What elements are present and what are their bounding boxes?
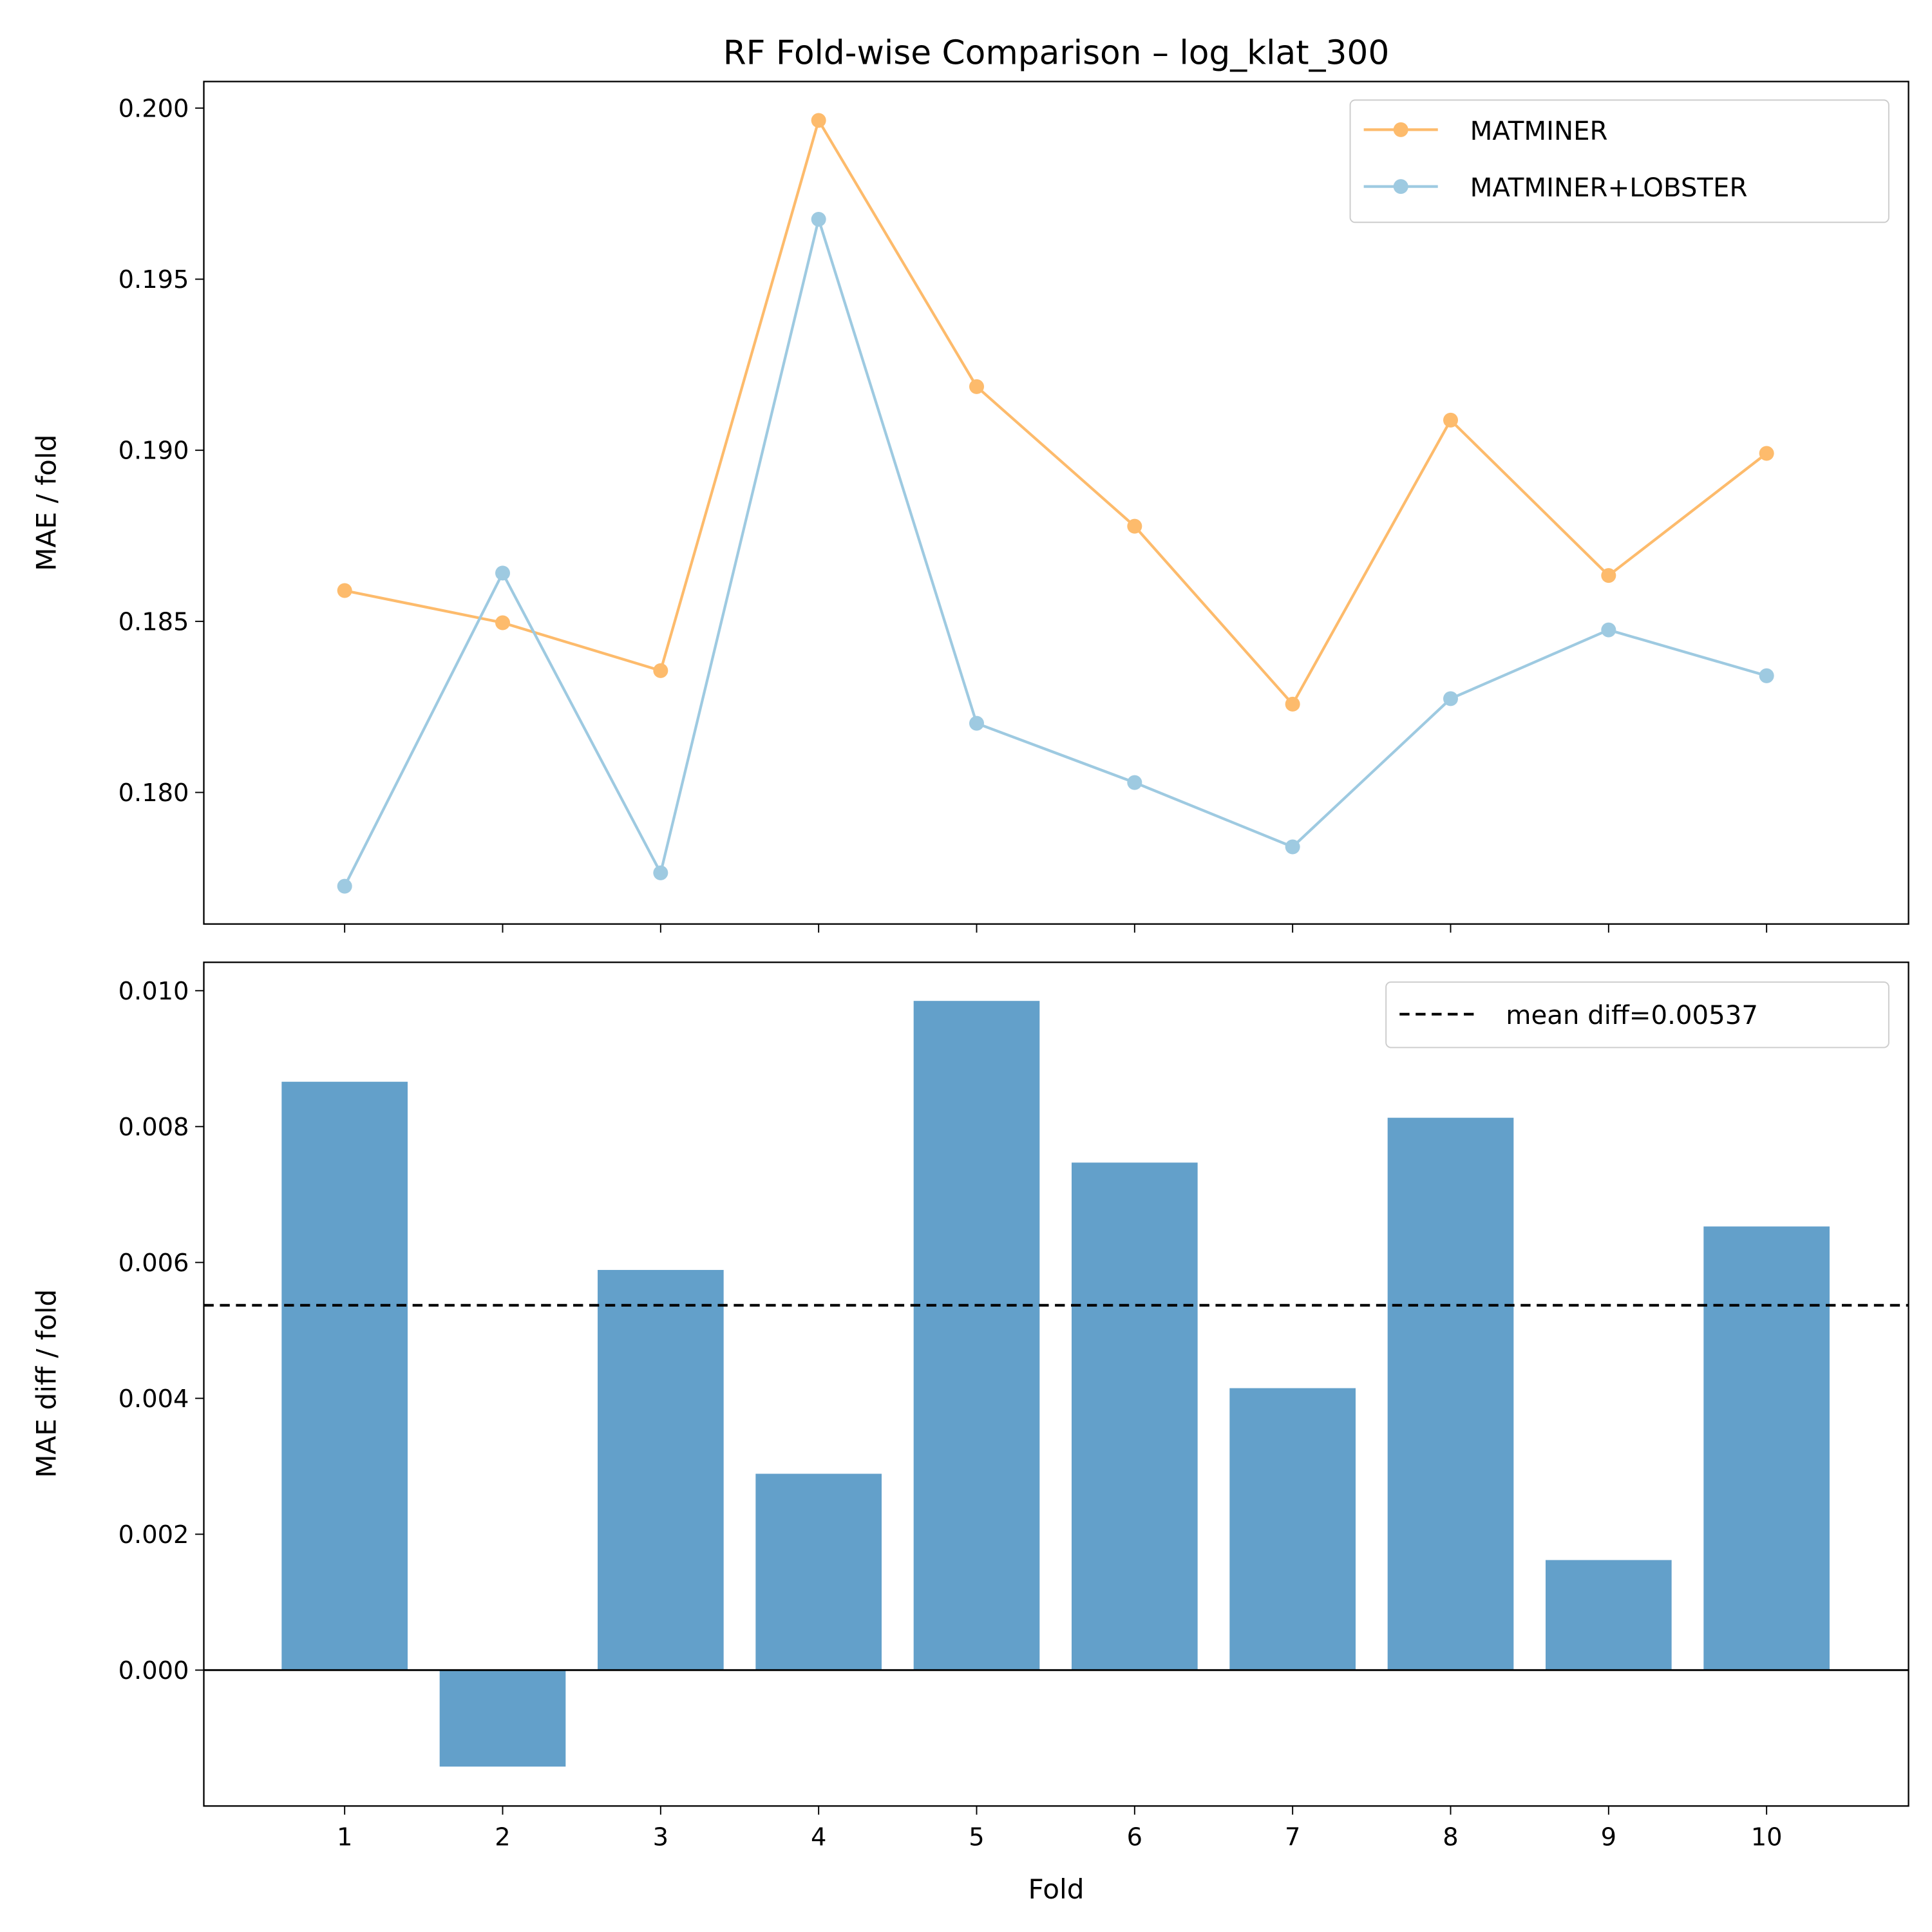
x-tick-label: 7	[1285, 1823, 1300, 1852]
bar-fold-2	[439, 1670, 566, 1767]
data-point	[1285, 839, 1300, 855]
data-point	[653, 663, 668, 678]
bar-fold-5	[913, 1001, 1040, 1671]
bottom-y-axis-label: MAE diff / fold	[30, 1289, 62, 1478]
legend-box	[1385, 981, 1889, 1048]
x-tick-label: 2	[495, 1823, 510, 1852]
x-tick-label: 3	[653, 1823, 668, 1852]
legend-label: MATMINER+LOBSTER	[1470, 173, 1748, 203]
legend-box	[1349, 99, 1889, 223]
data-point	[337, 878, 352, 894]
bottom-axes-frame	[203, 961, 1909, 1807]
x-tick-label: 4	[811, 1823, 826, 1852]
x-tick-label: 5	[969, 1823, 984, 1852]
y-tick-label: 0.180	[118, 779, 189, 808]
data-point	[1127, 775, 1142, 790]
x-tick-label: 6	[1127, 1823, 1142, 1852]
data-point	[969, 715, 985, 731]
y-tick-label: 0.002	[118, 1520, 189, 1549]
x-tick-label: 1	[337, 1823, 352, 1852]
x-tick-label: 9	[1601, 1823, 1616, 1852]
y-tick-label: 0.195	[118, 265, 189, 294]
legend-marker	[1393, 122, 1408, 137]
data-point	[1443, 691, 1459, 706]
y-tick-label: 0.000	[118, 1656, 189, 1685]
data-point	[969, 379, 985, 394]
top-axes: 0.180 0.185 0.190 0.195 0.200 MATMINER MATMINE…	[118, 80, 1909, 933]
y-tick-label: 0.006	[118, 1249, 189, 1278]
data-point	[811, 212, 826, 227]
bar-fold-4	[755, 1473, 882, 1671]
data-point	[337, 583, 352, 598]
legend-label: MATMINER	[1470, 117, 1608, 146]
data-point	[1601, 568, 1616, 583]
y-tick-label: 0.010	[118, 977, 189, 1006]
bar-fold-3	[598, 1269, 724, 1671]
bottom-axes: 0.000 0.002 0.004 0.006 0.008 0.010 1 2 3 4 5 6 7 8 9 1…	[118, 961, 1909, 1852]
x-tick-label: 10	[1751, 1823, 1783, 1852]
bar-fold-6	[1072, 1162, 1198, 1671]
x-axis-label: Fold	[1028, 1873, 1084, 1905]
data-point	[495, 615, 511, 630]
chart-title: RF Fold-wise Comparison – log_klat_300	[723, 34, 1390, 73]
top-axes-frame	[203, 80, 1909, 925]
y-tick-label: 0.004	[118, 1385, 189, 1414]
bar-fold-10	[1703, 1226, 1830, 1671]
bar-fold-7	[1229, 1388, 1356, 1671]
data-point	[811, 113, 826, 128]
data-point	[1601, 622, 1616, 638]
x-tick-label: 8	[1443, 1823, 1458, 1852]
bar-fold-8	[1387, 1117, 1514, 1671]
data-point	[653, 865, 668, 880]
data-point	[1127, 518, 1142, 534]
data-point	[495, 565, 511, 581]
bar-fold-9	[1546, 1560, 1672, 1671]
series-line-1	[343, 214, 1767, 887]
y-tick-label: 0.008	[118, 1113, 189, 1142]
data-point	[1759, 668, 1774, 683]
data-point	[1285, 696, 1300, 712]
series-line-0	[344, 117, 1768, 707]
y-tick-label: 0.200	[118, 94, 189, 123]
bar-fold-1	[281, 1081, 408, 1671]
y-tick-label: 0.185	[118, 607, 189, 636]
y-tick-label: 0.190	[118, 437, 189, 466]
top-y-axis-label: MAE / fold	[30, 435, 62, 571]
data-point	[1759, 446, 1774, 461]
legend-label: mean diff=0.00537	[1506, 1001, 1758, 1030]
legend-marker	[1393, 179, 1408, 194]
data-point	[1443, 412, 1459, 428]
